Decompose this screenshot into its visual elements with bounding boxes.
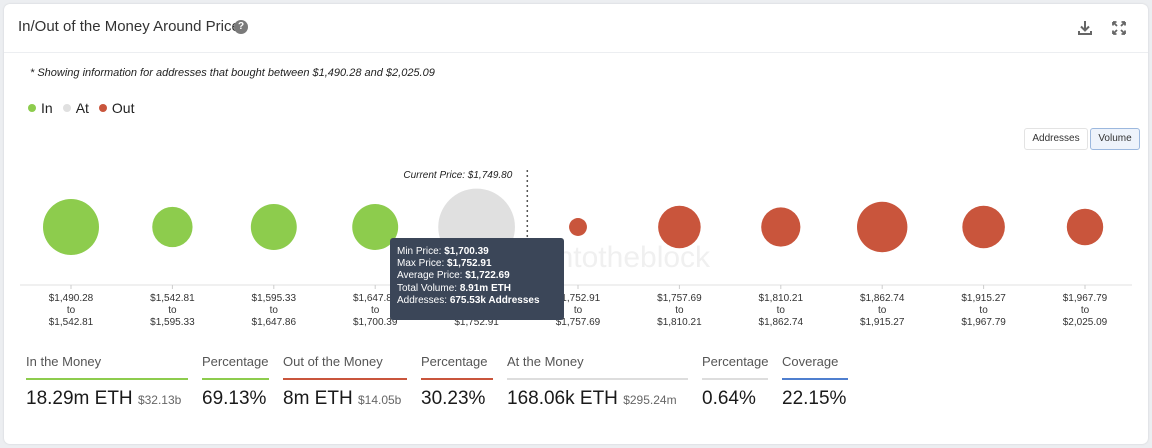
legend-item-in[interactable]: In [28,100,53,116]
bucket-range-label: $1,915.27 [860,317,905,328]
bubble-out [962,205,1005,249]
bucket-range-label: $1,542.81 [150,293,195,304]
legend-label-out: Out [111,100,135,116]
bubble-out [857,201,908,253]
legend-label-in: In [41,100,53,116]
stat-label: Percentage [421,354,488,369]
bucket-range-label: $1,810.21 [657,317,702,328]
bucket-range-label: $1,490.28 [49,293,94,304]
legend-dot-in [28,104,36,112]
bucket-range-label: to [67,305,76,316]
legend: In At Out [28,100,135,116]
iomap-card: In/Out of the Money Around Price ? * Sho… [4,4,1148,444]
stat-underline [782,378,848,380]
stat-label: Percentage [202,354,269,369]
stat-label: Out of the Money [283,354,383,369]
bucket-range-label: $1,542.81 [49,317,94,328]
bubble-out [1066,208,1104,246]
bubble-out [761,207,801,247]
help-icon[interactable]: ? [234,20,248,34]
stat-at-percentage: Percentage 0.64% [702,354,769,410]
legend-label-at: At [75,100,89,116]
bucket-range-label: to [675,305,684,316]
stat-underline [202,378,269,380]
bucket-range-label: $1,757.69 [657,293,702,304]
stat-value: 18.29m ETH $32.13b [26,388,182,409]
tooltip-row-max: Max Price: $1,752.91 [397,258,492,270]
bucket-range-label: $1,810.21 [759,293,804,304]
stat-value: 22.15% [782,388,847,409]
bucket-range-label: to [777,305,786,316]
stat-in-the-money: In the Money 18.29m ETH $32.13b [26,354,188,410]
bucket-range-label: $1,595.33 [252,293,297,304]
bucket-range-label: to [371,305,380,316]
bucket-range-label: $1,752.91 [556,293,601,304]
stat-label: Coverage [782,354,839,369]
addresses-toggle[interactable]: Addresses [1024,128,1088,150]
stat-underline [26,378,188,380]
stat-out-percentage: Percentage 30.23% [421,354,493,410]
stat-underline [421,378,493,380]
bucket-range-label: to [270,305,279,316]
bucket-range-label: to [168,305,177,316]
bucket-range-label: $1,700.39 [353,317,398,328]
bucket-range-label: $1,757.69 [556,317,601,328]
bubble-in [43,199,99,255]
bucket-range-label: to [979,305,988,316]
bubble-out [569,218,587,236]
current-price-label: Current Price: $1,749.80 [403,170,512,181]
stat-coverage: Coverage 22.15% [782,354,848,410]
legend-dot-out [98,104,107,112]
stat-value: 8m ETH $14.05b [283,388,402,409]
bubble-out [658,205,701,249]
bucket-range-label: to [878,305,887,316]
tooltip-row-addresses: Addresses: 675.53k Addresses [397,294,540,306]
tooltip-row-avg: Average Price: $1,722.69 [397,270,510,282]
expand-icon[interactable] [1109,18,1129,38]
stat-label: At the Money [507,354,584,369]
bucket-range-label: $1,647.86 [252,317,297,328]
stat-value: 69.13% [202,388,267,409]
legend-dot-at [62,104,71,112]
bubble-in [152,206,193,248]
stat-underline [283,378,407,380]
page-title: In/Out of the Money Around Price [18,18,240,35]
bucket-range-label: to [574,305,583,316]
bucket-range-label: $1,752.91 [454,317,499,328]
stat-label: In the Money [26,354,102,369]
download-icon[interactable] [1075,18,1095,38]
bucket-tooltip: Min Price: $1,700.39 Max Price: $1,752.9… [390,238,564,320]
header-divider [4,52,1148,53]
bucket-range-label: $1,595.33 [150,317,195,328]
bucket-range-label: $1,862.74 [759,317,804,328]
stat-out-of-the-money: Out of the Money 8m ETH $14.05b [283,354,407,410]
tooltip-row-volume: Total Volume: 8.91m ETH [397,282,511,294]
range-note: * Showing information for addresses that… [30,67,435,79]
stat-at-the-money: At the Money 168.06k ETH $295.24m [507,354,688,410]
bucket-range-label: $1,967.79 [961,317,1006,328]
stat-value: 0.64% [702,388,756,409]
stat-underline [507,378,688,380]
stat-in-percentage: Percentage 69.13% [202,354,269,410]
bucket-range-label: $1,967.79 [1063,293,1108,304]
bucket-range-label: $1,862.74 [860,293,905,304]
legend-item-out[interactable]: Out [98,100,135,116]
stat-value: 30.23% [421,388,486,409]
tooltip-row-min: Min Price: $1,700.39 [397,246,489,257]
bucket-range-label: $1,647.86 [353,293,398,304]
stat-value: 168.06k ETH $295.24m [507,388,677,409]
bubble-in [352,204,399,250]
legend-item-at[interactable]: At [62,100,89,116]
bubble-in [250,204,297,250]
volume-toggle[interactable]: Volume [1090,128,1140,150]
bucket-range-label: $1,915.27 [961,293,1006,304]
bucket-range-label: to [1081,305,1090,316]
bucket-range-label: $2,025.09 [1063,317,1108,328]
stat-underline [702,378,768,380]
stat-label: Percentage [702,354,769,369]
